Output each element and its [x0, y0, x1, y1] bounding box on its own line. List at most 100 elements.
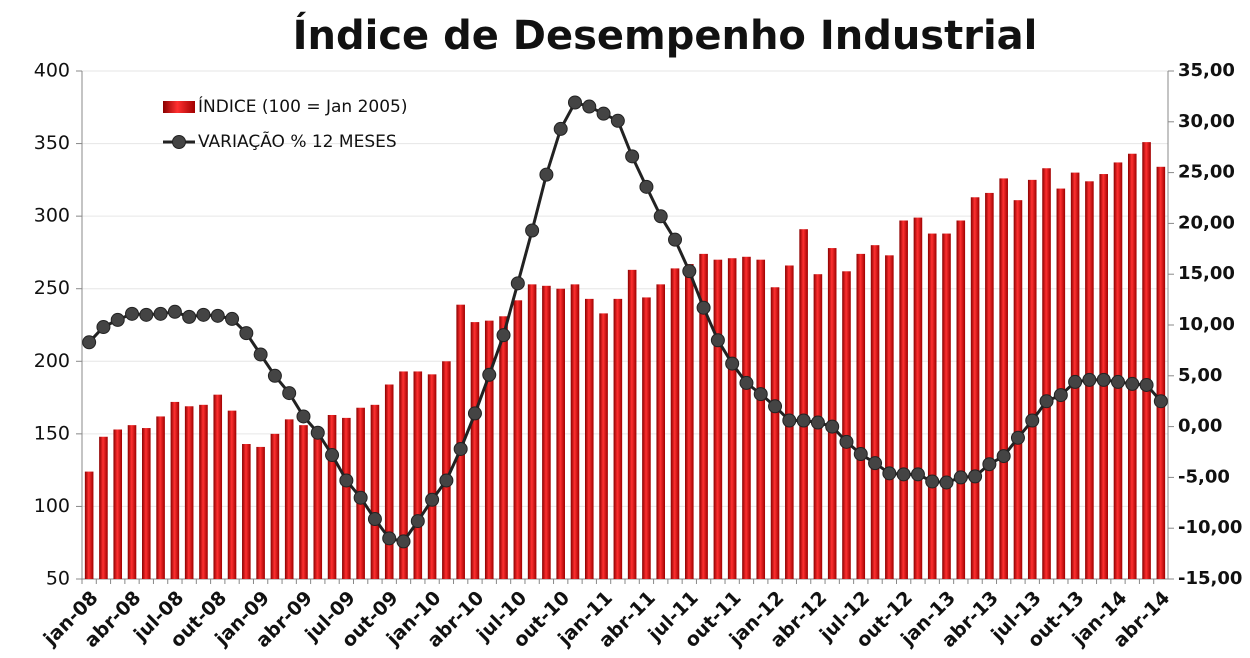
- bar: [1042, 168, 1051, 579]
- marker: [1039, 394, 1054, 409]
- marker: [182, 309, 197, 324]
- y2-tick-label: 25,00: [1178, 162, 1235, 183]
- bar: [327, 414, 337, 579]
- marker: [125, 306, 140, 321]
- bar: [927, 233, 937, 579]
- legend-marker: [172, 135, 186, 149]
- bar: [284, 419, 294, 579]
- bar: [1156, 166, 1166, 579]
- marker: [610, 113, 625, 128]
- y-tick-label: 150: [34, 422, 70, 444]
- y2-tick-label: 0,00: [1178, 416, 1222, 437]
- bar: [99, 436, 108, 579]
- marker: [553, 121, 568, 136]
- bar: [313, 430, 323, 579]
- marker: [853, 447, 868, 462]
- marker: [968, 469, 983, 484]
- marker: [839, 434, 854, 449]
- marker: [868, 456, 883, 471]
- marker: [396, 534, 411, 549]
- marker: [768, 399, 783, 414]
- bar: [1013, 200, 1023, 580]
- marker: [439, 473, 454, 488]
- bar: [384, 384, 394, 579]
- marker: [696, 300, 711, 315]
- marker: [153, 306, 168, 321]
- bar: [627, 269, 637, 579]
- marker: [710, 333, 725, 348]
- y2-tick-label: 35,00: [1178, 60, 1235, 81]
- marker: [425, 492, 440, 507]
- marker: [925, 474, 940, 489]
- legend-label: VARIAÇÃO % 12 MESES: [198, 130, 397, 152]
- marker: [525, 223, 540, 238]
- bar: [527, 284, 537, 579]
- bar: [342, 417, 351, 579]
- y2-tick-label: 15,00: [1178, 263, 1235, 284]
- marker: [996, 449, 1011, 464]
- bar: [656, 284, 666, 579]
- bar: [499, 316, 508, 579]
- y-tick-label: 200: [34, 350, 70, 372]
- bar: [870, 245, 880, 579]
- marker: [796, 413, 811, 428]
- bar: [370, 404, 380, 579]
- marker: [1068, 374, 1083, 389]
- marker: [625, 149, 640, 164]
- marker: [1139, 377, 1154, 392]
- marker: [482, 367, 497, 382]
- bar: [885, 255, 894, 579]
- bar: [999, 178, 1008, 580]
- bar: [827, 248, 837, 579]
- marker: [668, 232, 683, 247]
- marker: [1053, 388, 1068, 403]
- y2-tick-label: 20,00: [1178, 212, 1235, 233]
- marker: [310, 425, 325, 440]
- marker: [467, 406, 482, 421]
- legend-label: ÍNDICE (100 = Jan 2005): [198, 95, 408, 117]
- bar: [799, 229, 808, 579]
- y-tick-label: 300: [34, 205, 70, 227]
- legend-swatch: [163, 101, 195, 113]
- y-tick-label: 100: [34, 495, 70, 517]
- marker: [825, 419, 840, 434]
- bar: [484, 320, 494, 579]
- bar: [513, 300, 523, 579]
- bar: [1113, 162, 1123, 579]
- bar: [1056, 188, 1066, 579]
- marker: [910, 467, 925, 482]
- bar: [256, 446, 265, 579]
- y-tick-label: 50: [46, 568, 70, 590]
- bar: [756, 259, 766, 579]
- bar: [899, 220, 908, 580]
- marker: [1010, 430, 1025, 445]
- bar: [1142, 142, 1151, 579]
- marker: [982, 457, 997, 472]
- y-tick-label: 400: [34, 60, 70, 82]
- bar: [742, 256, 751, 579]
- y2-tick-label: -15,00: [1178, 568, 1242, 589]
- marker: [225, 311, 240, 326]
- marker: [410, 514, 425, 529]
- y2-tick-label: 5,00: [1178, 365, 1222, 386]
- marker: [1110, 374, 1125, 389]
- bar: [856, 253, 866, 579]
- marker: [110, 312, 125, 327]
- marker: [253, 347, 268, 362]
- y2-tick-label: 30,00: [1178, 111, 1235, 132]
- marker: [1153, 394, 1168, 409]
- y2-tick-label: 10,00: [1178, 314, 1235, 335]
- bar: [242, 444, 251, 579]
- marker: [782, 413, 797, 428]
- y2-tick-label: -10,00: [1178, 517, 1242, 538]
- marker: [496, 328, 511, 343]
- marker: [367, 512, 382, 527]
- bar: [956, 220, 966, 580]
- marker: [453, 441, 468, 456]
- bar: [942, 233, 951, 579]
- marker: [267, 368, 282, 383]
- y-tick-label: 350: [34, 132, 70, 154]
- bar: [142, 428, 151, 579]
- line: [88, 100, 1163, 544]
